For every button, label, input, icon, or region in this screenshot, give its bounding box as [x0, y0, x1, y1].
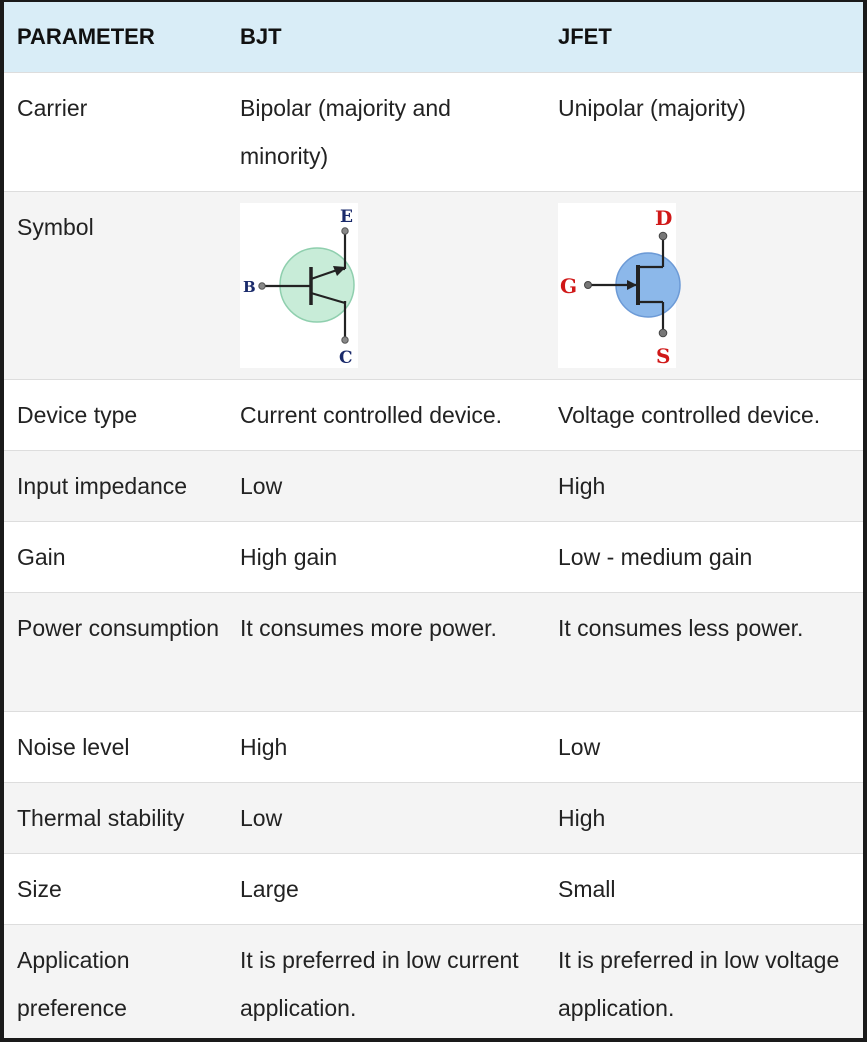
cell-jfet: It is preferred in low voltage applicati…	[545, 923, 863, 1038]
table-row-thermal-stability: Thermal stability Low High	[4, 781, 863, 853]
table-row-carrier: Carrier Bipolar (majority and minority) …	[4, 71, 863, 191]
cell-bjt: High	[227, 710, 545, 782]
bjt-vs-jfet-table: PARAMETER BJT JFET Carrier Bipolar (majo…	[4, 2, 863, 1038]
npn-transistor-symbol-icon: E B C	[240, 202, 358, 368]
cell-parameter: Device type	[4, 378, 227, 450]
cell-jfet: High	[545, 781, 863, 853]
cell-parameter: Application preference	[4, 923, 227, 1038]
header-jfet: JFET	[545, 2, 863, 72]
cell-jfet: Unipolar (majority)	[545, 71, 863, 191]
cell-parameter: Size	[4, 852, 227, 924]
table-row-gain: Gain High gain Low - medium gain	[4, 520, 863, 592]
table-row-size: Size Large Small	[4, 852, 863, 924]
cell-bjt: Large	[227, 852, 545, 924]
cell-jfet-symbol: D G S	[545, 190, 863, 379]
table-row-symbol: Symbol	[4, 190, 863, 379]
base-label: B	[243, 278, 256, 296]
cell-jfet: Small	[545, 852, 863, 924]
table-row-application-preference: Application preference It is preferred i…	[4, 923, 863, 1038]
table-row-noise-level: Noise level High Low	[4, 710, 863, 782]
cell-jfet: Low - medium gain	[545, 520, 863, 592]
table-row-input-impedance: Input impedance Low High	[4, 449, 863, 521]
cell-parameter: Carrier	[4, 71, 227, 191]
cell-parameter: Noise level	[4, 710, 227, 782]
cell-bjt: Current controlled device.	[227, 378, 545, 450]
comparison-table-frame: PARAMETER BJT JFET Carrier Bipolar (majo…	[4, 2, 863, 1038]
cell-bjt: Bipolar (majority and minority)	[227, 71, 545, 191]
table-row-power-consumption: Power consumption It consumes more power…	[4, 591, 863, 711]
table-header-row: PARAMETER BJT JFET	[4, 2, 863, 72]
collector-label: C	[339, 348, 353, 368]
cell-bjt: It is preferred in low current applicati…	[227, 923, 545, 1038]
source-label: S	[656, 344, 670, 368]
gate-label: G	[560, 274, 577, 298]
header-bjt: BJT	[227, 2, 545, 72]
emitter-label: E	[340, 207, 353, 227]
cell-jfet: Voltage controlled device.	[545, 378, 863, 450]
cell-bjt-symbol: E B C	[227, 190, 545, 379]
cell-parameter: Symbol	[4, 190, 227, 379]
cell-jfet: It consumes less power.	[545, 591, 863, 711]
cell-bjt: It consumes more power.	[227, 591, 545, 711]
cell-bjt: Low	[227, 781, 545, 853]
cell-bjt: Low	[227, 449, 545, 521]
cell-parameter: Thermal stability	[4, 781, 227, 853]
header-parameter: PARAMETER	[4, 2, 227, 72]
drain-label: D	[655, 206, 672, 230]
cell-jfet: High	[545, 449, 863, 521]
cell-parameter: Power consumption	[4, 591, 227, 711]
cell-bjt: High gain	[227, 520, 545, 592]
table-row-device-type: Device type Current controlled device. V…	[4, 378, 863, 450]
cell-parameter: Input impedance	[4, 449, 227, 521]
jfet-transistor-symbol-icon: D G S	[558, 202, 681, 368]
cell-parameter: Gain	[4, 520, 227, 592]
cell-jfet: Low	[545, 710, 863, 782]
